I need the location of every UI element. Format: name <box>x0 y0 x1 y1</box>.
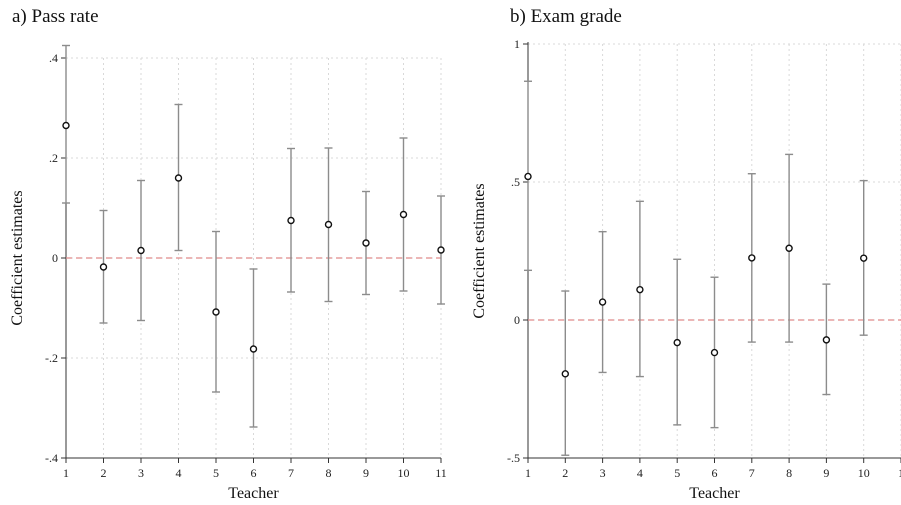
x-tick-label: 3 <box>138 466 144 480</box>
estimate-point <box>399 210 408 219</box>
x-tick-label: 7 <box>288 466 294 480</box>
x-tick-label: 7 <box>749 466 755 480</box>
chart-title: a) Pass rate <box>12 6 99 27</box>
estimate-point <box>287 216 295 225</box>
x-tick-label: 4 <box>176 466 182 480</box>
x-tick-label: 10 <box>398 466 410 480</box>
estimate-point <box>636 285 644 294</box>
x-tick-label: 8 <box>326 466 332 480</box>
y-tick-label: .5 <box>511 175 520 189</box>
estimate-point <box>362 239 370 247</box>
y-tick-label: -.5 <box>507 451 520 465</box>
x-tick-label: 1 <box>63 466 69 480</box>
x-tick-label: 6 <box>712 466 718 480</box>
estimate-point <box>212 308 220 316</box>
estimate-point <box>822 336 831 344</box>
x-tick-label: 10 <box>858 466 870 480</box>
estimate-point <box>524 172 532 181</box>
x-tick-label: 5 <box>213 466 219 480</box>
x-tick-label: 9 <box>823 466 829 480</box>
estimate-point <box>785 244 793 252</box>
estimate-point <box>561 370 570 378</box>
exam-grade-chart: -.5 0 .5 1 1 2 3 4 5 6 7 8 9 10 1 Teacher Coefficient es… <box>471 37 901 502</box>
estimate-point <box>324 220 333 229</box>
y-axis-title: Coefficient estimates <box>9 190 26 325</box>
y-tick-label: 1 <box>514 37 520 51</box>
y-tick-label: -.4 <box>45 451 58 465</box>
pass-rate-chart: -.4 -.2 0 .2 .4 1 2 3 4 5 6 7 8 9 10 11 Teacher Coefficie… <box>9 44 447 502</box>
x-tick-label: 6 <box>251 466 257 480</box>
y-tick-label: .4 <box>49 51 58 65</box>
y-tick-label: -.2 <box>45 351 58 365</box>
estimate-point <box>437 246 445 254</box>
estimate-point <box>710 348 719 357</box>
y-tick-label: .2 <box>49 151 58 165</box>
estimate-point <box>137 246 145 255</box>
estimate-point <box>62 121 70 130</box>
y-tick-label: 0 <box>52 251 58 265</box>
estimate-point <box>99 263 108 271</box>
y-tick-label: 0 <box>514 313 520 327</box>
y-axis-title: Coefficient estimates <box>471 183 488 318</box>
chart-panel-pass-rate: a) Pass rate -.4 -.2 0 .2 .4 1 2 3 4 5 6 7 8 9 10 11 Tea… <box>9 6 447 502</box>
x-tick-label: 1 <box>525 466 531 480</box>
x-tick-label: 11 <box>435 466 447 480</box>
estimate-point <box>174 174 183 182</box>
x-tick-label: 8 <box>786 466 792 480</box>
estimate-point <box>860 254 868 262</box>
x-tick-label: 4 <box>637 466 643 480</box>
x-tick-label: 5 <box>674 466 680 480</box>
x-tick-label: 3 <box>600 466 606 480</box>
estimate-point <box>748 254 756 262</box>
estimate-point <box>598 298 607 306</box>
chart-panel-exam-grade: b) Exam grade -.5 0 .5 1 1 2 3 4 5 6 7 8 9 10 1 Teacher… <box>468 0 901 505</box>
x-tick-label: 9 <box>363 466 369 480</box>
x-tick-label: 2 <box>101 466 107 480</box>
chart-title: b) Exam grade <box>510 6 622 27</box>
x-tick-label: 1 <box>898 466 901 480</box>
x-tick-label: 2 <box>562 466 568 480</box>
estimate-point <box>249 345 258 353</box>
x-axis-title: Teacher <box>228 485 279 502</box>
x-axis-title: Teacher <box>689 485 740 502</box>
estimate-point <box>673 338 681 347</box>
